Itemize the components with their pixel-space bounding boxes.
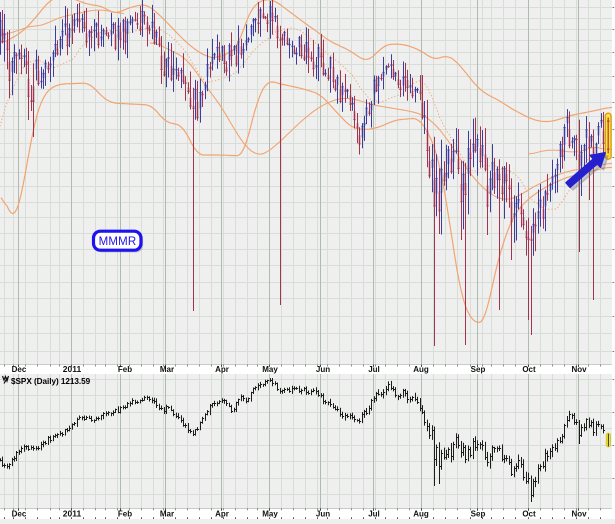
- svg-text:May: May: [262, 365, 278, 374]
- svg-text:Dec: Dec: [12, 510, 27, 519]
- svg-text:Apr: Apr: [215, 510, 229, 519]
- svg-text:Nov: Nov: [571, 365, 587, 374]
- svg-text:2011: 2011: [63, 364, 82, 374]
- svg-text:May: May: [262, 510, 278, 519]
- svg-text:Sep: Sep: [471, 365, 486, 374]
- svg-text:Feb: Feb: [118, 365, 132, 374]
- svg-text:Sep: Sep: [471, 510, 486, 519]
- svg-text:Oct: Oct: [522, 365, 536, 374]
- svg-text:Jul: Jul: [368, 365, 380, 374]
- svg-text:Nov: Nov: [571, 510, 587, 519]
- svg-text:Dec: Dec: [12, 365, 27, 374]
- svg-text:Apr: Apr: [215, 365, 229, 374]
- svg-text:Mar: Mar: [160, 510, 174, 519]
- svg-text:$SPX (Daily) 1213.59: $SPX (Daily) 1213.59: [11, 377, 91, 386]
- svg-text:Jun: Jun: [316, 365, 330, 374]
- svg-text:Feb: Feb: [118, 510, 132, 519]
- svg-text:Jul: Jul: [368, 510, 380, 519]
- svg-text:Aug: Aug: [413, 365, 429, 374]
- svg-text:MMMR: MMMR: [99, 236, 137, 248]
- svg-text:2011: 2011: [63, 509, 82, 519]
- svg-text:Aug: Aug: [413, 510, 429, 519]
- svg-text:Mar: Mar: [160, 365, 174, 374]
- svg-text:Jun: Jun: [316, 510, 330, 519]
- svg-text:Oct: Oct: [522, 510, 536, 519]
